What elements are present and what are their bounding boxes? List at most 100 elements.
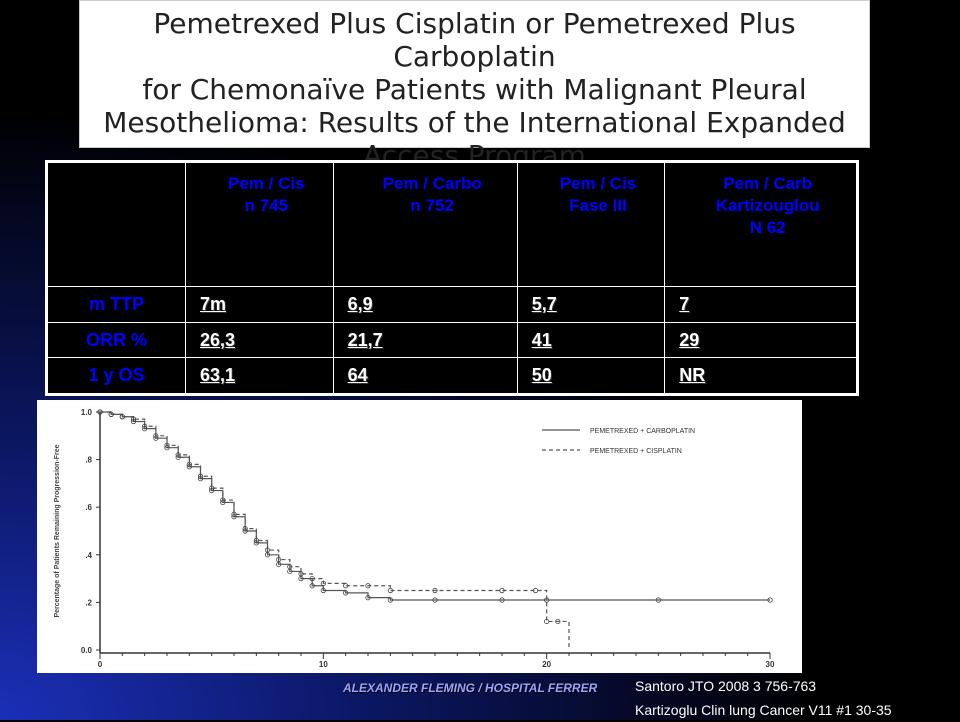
km-chart: 0.0 .2 .4 .6 .8 1.0 0 10 20 30 Percentage of Patie… [54,408,775,669]
table-row: ORR % 26,3 21,7 41 29 [47,321,857,359]
censor-marker [387,597,393,603]
censor-marker [153,433,159,439]
table-cell: 7 [664,286,857,323]
censor-marker [309,576,315,582]
x-tick-label: 0 [98,660,103,669]
censor-marker [209,487,215,494]
header-line: n 745 [244,196,289,215]
censor-marker [343,583,349,589]
table-cell: 41 [516,321,666,359]
y-tick-label: 1.0 [81,408,93,417]
censor-marker [499,587,505,594]
table-cell: 63,1 [185,357,334,394]
censor-marker [231,514,237,520]
row-label: m TTP [47,286,186,323]
header-line: Pem / Carbo [382,174,482,193]
table-cell: 64 [332,357,518,394]
censor-marker [220,497,226,503]
censor-marker [387,587,393,594]
row-label: ORR % [47,321,186,359]
x-tick-label: 30 [766,660,775,669]
y-tick-label: 0.0 [81,646,93,655]
censor-marker [130,418,137,425]
y-axis-label: Percentage of Patients Remaining Progres… [54,444,61,617]
table-cell: 26,3 [185,321,334,359]
km-chart-panel: 0.0 .2 .4 .6 .8 1.0 0 10 20 30 Percentage of Patie… [37,400,802,673]
header-line: n 752 [410,196,454,215]
censor-marker [320,580,326,586]
x-tick-label: 10 [319,660,328,669]
censor-marker [655,597,661,603]
censor-marker [142,423,148,429]
table-corner-cell [47,161,186,288]
censor-marker [253,537,259,544]
censor-marker [209,485,215,491]
table-cell: 29 [664,321,857,359]
header-pem-cis: Pem / Cis n 745 [185,161,334,288]
row-label: 1 y OS [47,357,186,394]
censor-marker [555,618,561,625]
header-line: Kartizouglou [715,196,820,215]
censor-marker [499,597,505,603]
censor-marker [298,571,304,577]
results-table: Pem / Cis n 745 Pem / Carbo n 752 Pem / … [47,161,857,394]
censor-marker [432,587,438,594]
table-cell: 50 [516,357,666,394]
series-line-1 [100,411,570,650]
header-line: Fase III [569,196,627,215]
censor-marker [544,618,550,625]
results-table-container: Pem / Cis n 745 Pem / Carbo n 752 Pem / … [45,160,859,396]
header-line: Pem / Carb [723,174,813,193]
table-cell: NR [664,357,857,394]
censor-marker [186,461,192,467]
series-line-0 [100,411,770,601]
censor-marker [231,511,237,517]
censor-marker [767,597,773,603]
table-cell: 21,7 [332,321,518,359]
header-line: Pem / Cis [559,174,637,193]
x-tick-label: 20 [542,660,551,669]
censor-marker [175,452,181,458]
citation-line: Santoro JTO 2008 3 756-763 [635,678,817,694]
header-pem-carbo: Pem / Carbo n 752 [332,161,518,288]
censor-marker [97,409,103,415]
censor-marker [532,587,539,594]
censor-marker [130,416,137,422]
table-row: 1 y OS 63,1 64 50 NR [47,357,857,394]
citation-block: Santoro JTO 2008 3 756-763 Kartizoglu Cl… [635,674,892,722]
citation-line: Kartizoglu Clin lung Cancer V11 #1 30-35 [635,702,892,718]
footer-credit: ALEXANDER FLEMING / HOSPITAL FERRER [343,681,598,695]
header-pem-cis-fase3: Pem / Cis Fase III [516,161,666,288]
censor-marker [197,473,204,479]
header-line: N 62 [749,218,786,237]
slide-title: Pemetrexed Plus Cisplatin or Pemetrexed … [103,7,846,172]
y-tick-label: .6 [85,503,92,512]
censor-marker [253,540,259,546]
table-row: m TTP 7m 6,9 5,7 7 [47,286,857,323]
header-line: Pem / Cis [228,174,305,193]
legend-label: PEMETREXED + CARBOPLATIN [590,428,695,435]
table-cell: 7m [185,286,334,323]
header-pem-carb-kartizouglou: Pem / Carb Kartizouglou N 62 [664,161,857,288]
y-tick-label: .8 [85,456,92,465]
censor-marker [432,597,438,603]
censor-marker [309,583,315,589]
censor-marker [164,442,170,448]
censor-marker [320,587,326,594]
censor-marker [108,411,114,417]
censor-marker [119,414,125,420]
y-tick-label: .2 [85,598,92,607]
censor-marker [365,595,371,601]
censor-marker [365,583,371,589]
censor-marker [287,564,293,570]
y-tick-label: .4 [85,551,92,560]
censor-marker [343,590,349,596]
censor-marker [242,526,248,532]
table-cell: 6,9 [332,286,518,323]
legend-label: PEMETREXED + CISPLATIN [590,448,682,455]
title-box: Pemetrexed Plus Cisplatin or Pemetrexed … [79,0,870,172]
censor-marker [264,547,271,553]
censor-marker [276,556,282,563]
table-cell: 5,7 [516,286,666,323]
table-header-row: Pem / Cis n 745 Pem / Carbo n 752 Pem / … [47,161,857,288]
